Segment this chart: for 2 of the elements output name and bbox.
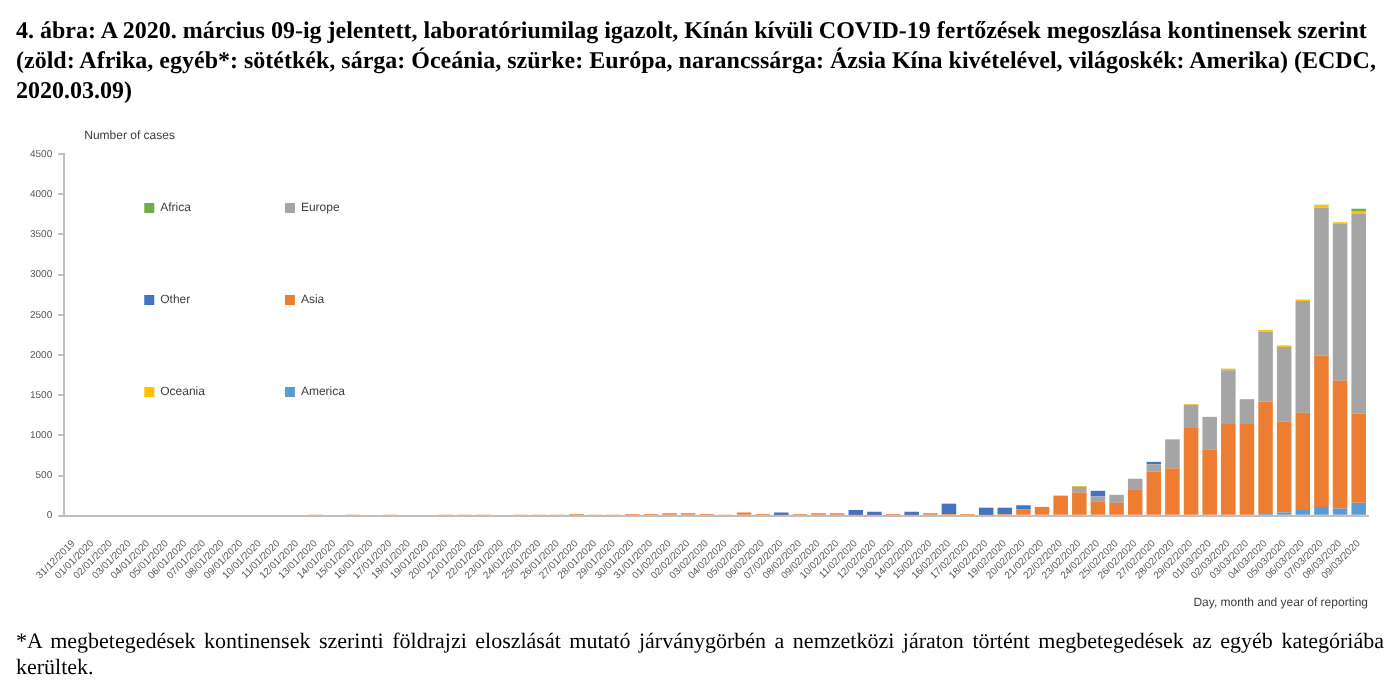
text: *A megbetegedések kontinensek szerinti földrajzi eloszlását mutató járványgörbén a nemzetközi járaton történt megbetegedések az egyéb kategóriába kerültek. bbox=[16, 630, 1384, 682]
chart-title: 4. ábra: A 2020. március 09-ig jelentett, laboratóriumilag igazolt, Kínán kívüli COVID-19 fertőzések megoszlása kontinensek szerint (zöld: Afrika, egyéb*: sötétkék, sárga: Óceánia, szürke: Európa, narancssárga: Ázsia Kína kivételével, világoskék: Amerika) (ECDC, 2020.03.09) bbox=[16, 16, 1378, 108]
